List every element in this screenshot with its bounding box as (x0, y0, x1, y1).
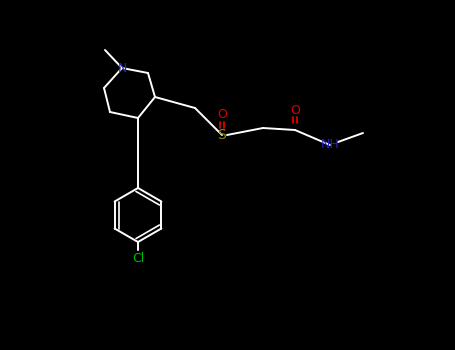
Text: O: O (217, 108, 227, 121)
Text: NH: NH (321, 139, 339, 152)
Text: N: N (117, 62, 126, 75)
Text: O: O (290, 104, 300, 117)
Text: Cl: Cl (132, 252, 144, 265)
Text: S: S (217, 128, 227, 142)
